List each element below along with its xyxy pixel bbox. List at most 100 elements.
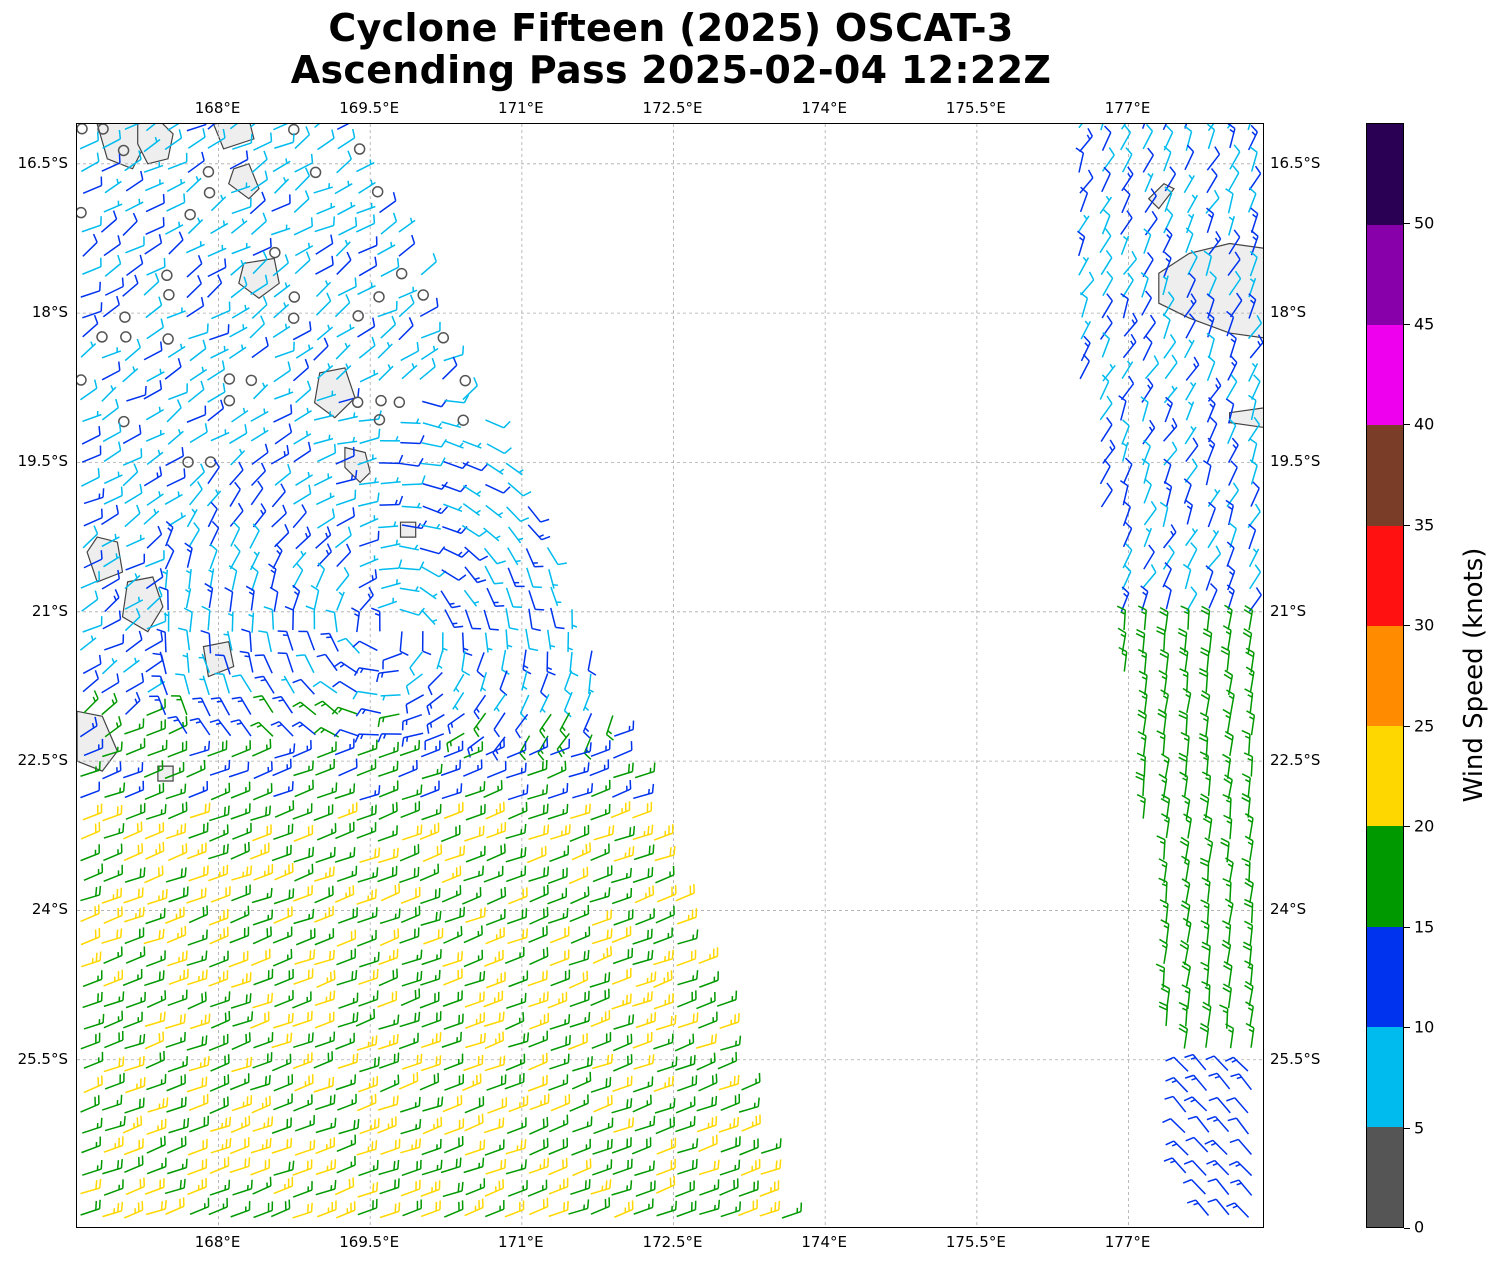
wind-barb <box>1158 858 1168 884</box>
wind-barb <box>337 1093 357 1111</box>
wind-barb <box>187 929 208 946</box>
wind-barb <box>464 1139 486 1156</box>
wind-barb <box>145 1050 166 1069</box>
wind-barb <box>314 1011 335 1029</box>
wind-barb <box>506 741 527 759</box>
wind-barb <box>400 887 421 905</box>
wind-barb <box>716 990 738 1007</box>
wind-barb <box>293 846 315 863</box>
wind-barb <box>80 781 101 799</box>
wind-barb <box>1206 437 1216 464</box>
wind-barb <box>252 237 272 257</box>
wind-barb <box>632 991 653 1007</box>
wind-barb <box>1077 230 1086 257</box>
wind-barb <box>241 628 253 652</box>
wind-barb <box>483 1117 505 1134</box>
wind-barb <box>1162 562 1172 588</box>
wind-barb <box>463 1054 484 1072</box>
wind-barb <box>422 399 448 408</box>
wind-barb <box>168 886 189 903</box>
wind-barb <box>249 191 266 215</box>
wind-barb <box>1142 564 1157 589</box>
wind-barb <box>371 185 384 198</box>
wind-barb <box>493 693 507 712</box>
wind-barb <box>443 547 469 558</box>
wind-barb <box>486 822 507 839</box>
wind-barb <box>1248 394 1257 421</box>
wind-barb <box>462 1073 482 1092</box>
wind-barb <box>163 611 170 632</box>
wind-barb <box>378 948 399 966</box>
wind-barb <box>147 888 168 905</box>
wind-barb <box>653 1075 674 1093</box>
wind-barb <box>401 824 423 841</box>
wind-barb <box>1185 1136 1209 1153</box>
wind-barb <box>738 1097 760 1113</box>
wind-barb <box>305 605 316 630</box>
wind-barb <box>1202 814 1213 839</box>
wind-barb <box>1230 1179 1253 1196</box>
wind-barb <box>717 1051 738 1070</box>
wind-barb <box>209 824 229 842</box>
wind-barb <box>378 968 398 987</box>
wind-barb <box>613 1117 635 1133</box>
wind-barb <box>359 515 379 528</box>
wind-barb <box>122 968 143 987</box>
wind-barb <box>120 331 132 343</box>
wind-barb <box>549 1053 570 1070</box>
wind-barb <box>356 202 376 215</box>
wind-barb <box>656 1158 676 1176</box>
wind-barb <box>208 908 229 926</box>
wind-barb <box>209 520 220 547</box>
wind-barb <box>1122 542 1133 569</box>
wind-barb <box>613 762 634 779</box>
wind-barb <box>528 1197 549 1216</box>
colorbar-tick-mark <box>1404 524 1410 526</box>
wind-barb <box>1141 124 1146 129</box>
wind-barb <box>1223 774 1233 800</box>
wind-barb <box>357 454 377 466</box>
wind-barb <box>484 632 493 653</box>
wind-barb <box>1244 688 1254 714</box>
wind-barb <box>379 435 400 442</box>
wind-barb <box>1225 499 1235 526</box>
wind-barb <box>124 780 145 799</box>
wind-barb <box>528 1030 548 1048</box>
wind-barb <box>1179 668 1189 693</box>
wind-barb <box>188 822 209 839</box>
wind-barb <box>720 1035 742 1051</box>
wind-barb <box>79 379 98 401</box>
wind-barb <box>294 242 314 257</box>
wind-barb <box>1207 377 1222 402</box>
wind-barb <box>270 445 290 465</box>
wind-barb <box>1159 606 1169 632</box>
wind-barb <box>144 631 164 652</box>
wind-barb <box>273 404 293 423</box>
wind-barb <box>1187 249 1198 276</box>
wind-barb <box>539 693 550 713</box>
wind-barb <box>230 259 247 276</box>
wind-barb <box>1142 251 1154 278</box>
wind-barb <box>398 317 414 341</box>
wind-barb <box>400 435 425 445</box>
wind-barb <box>230 841 250 860</box>
wind-barb <box>593 1117 614 1135</box>
wind-barb <box>186 405 207 423</box>
wind-barb <box>199 675 210 696</box>
wind-barb <box>314 949 336 966</box>
wind-barb <box>632 1032 653 1049</box>
wind-barb <box>1075 147 1085 173</box>
wind-barb <box>171 695 188 716</box>
wind-barb <box>359 847 381 863</box>
wind-barb <box>358 236 378 254</box>
wind-barb <box>1199 751 1209 776</box>
wind-barb <box>104 1116 126 1132</box>
wind-barb <box>572 1116 593 1133</box>
wind-barb <box>656 1137 677 1155</box>
wind-barb <box>253 968 274 986</box>
wind-barb <box>102 129 122 149</box>
wind-barb <box>292 1052 313 1070</box>
wind-barb <box>355 1008 376 1027</box>
wind-barb <box>1099 458 1111 485</box>
wind-barb <box>332 680 358 693</box>
